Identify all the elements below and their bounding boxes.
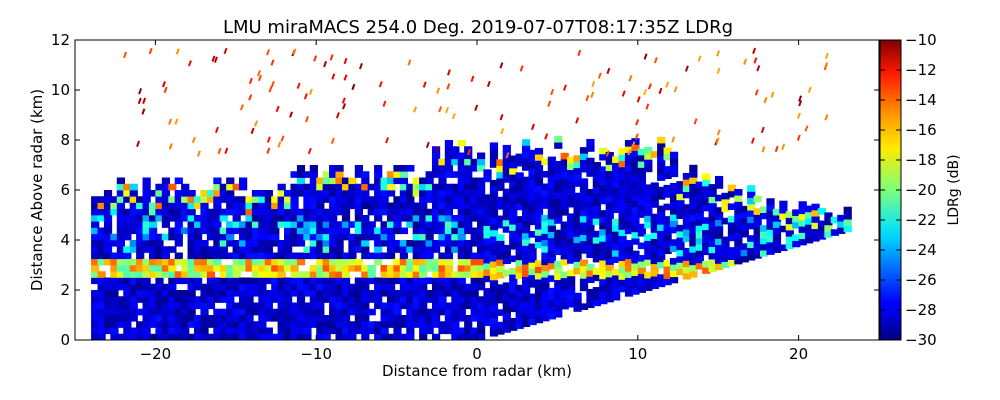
y-tick-label: 2 — [60, 281, 70, 299]
colorbar: −30 −28 −26 −24 −22 −20 −18 −16 −14 −12 −10 LDRg (… — [879, 31, 962, 349]
x-tick-label: −20 — [140, 345, 172, 363]
y-tick-label: 4 — [60, 231, 70, 249]
x-tick-label: −10 — [300, 345, 332, 363]
colorbar-label: LDRg (dB) — [946, 154, 962, 225]
colorbar-tick-label: −16 — [905, 121, 937, 139]
colorbar-tick-label: −12 — [905, 61, 937, 79]
colorbar-tick-label: −18 — [905, 151, 937, 169]
x-axis-ticks: −20 −10 0 10 20 — [140, 40, 808, 363]
x-tick-label: 0 — [472, 345, 482, 363]
chart-title: LMU miraMACS 254.0 Deg. 2019-07-07T08:17… — [223, 17, 733, 38]
colorbar-tick-label: −20 — [905, 181, 937, 199]
colorbar-tick-label: −24 — [905, 241, 937, 259]
plot-area — [74, 39, 880, 341]
y-tick-label: 6 — [60, 181, 70, 199]
colorbar-tick-label: −10 — [905, 31, 937, 49]
y-tick-label: 12 — [51, 31, 70, 49]
colorbar-ticks: −30 −28 −26 −24 −22 −20 −18 −16 −14 −12 −10 — [880, 31, 937, 349]
colorbar-tick-label: −28 — [905, 301, 937, 319]
y-tick-label: 8 — [60, 131, 70, 149]
x-tick-label: 20 — [789, 345, 808, 363]
colorbar-tick-label: −22 — [905, 211, 937, 229]
y-axis-ticks: 0 2 4 6 8 10 12 — [51, 31, 879, 349]
colorbar-tick-label: −30 — [905, 331, 937, 349]
x-axis-label: Distance from radar (km) — [382, 362, 572, 380]
y-tick-label: 10 — [51, 81, 70, 99]
reflectivity-field — [91, 47, 852, 341]
y-tick-label: 0 — [60, 331, 70, 349]
x-tick-label: 10 — [628, 345, 647, 363]
colorbar-tick-label: −26 — [905, 271, 937, 289]
colorbar-tick-label: −14 — [905, 91, 937, 109]
y-axis-label: Distance Above radar (km) — [28, 89, 46, 291]
